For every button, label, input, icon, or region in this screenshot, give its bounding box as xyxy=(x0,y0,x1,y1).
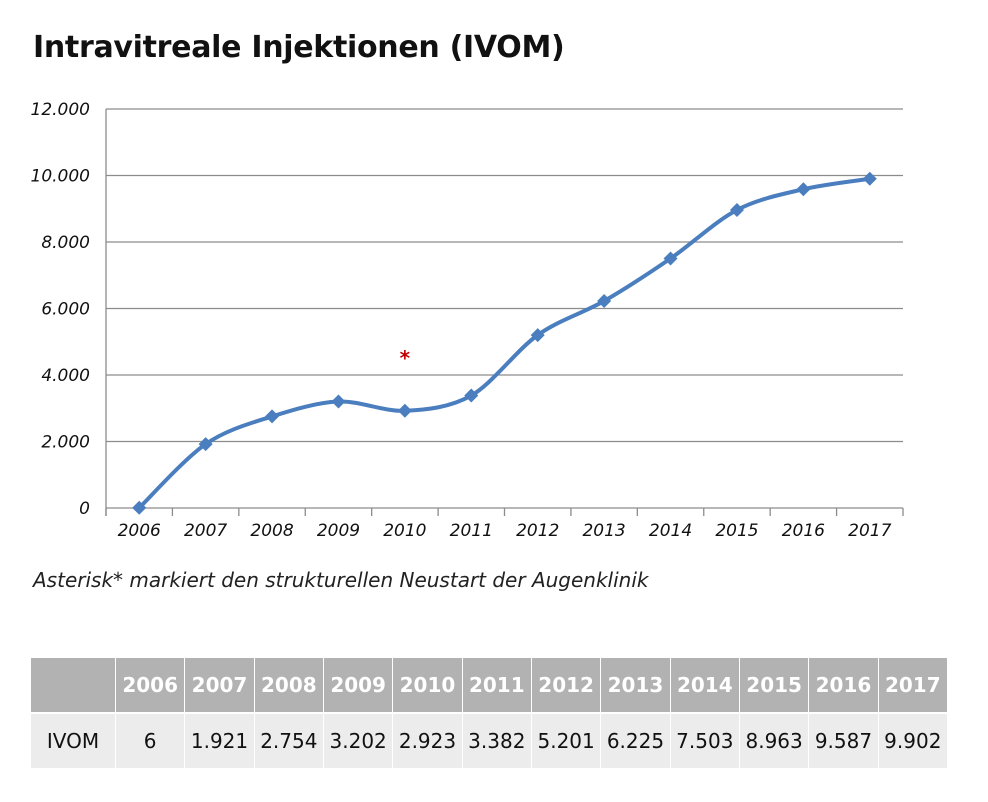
data-point-marker xyxy=(530,328,545,343)
table-cell: 3.202 xyxy=(323,712,393,768)
data-point-marker xyxy=(198,437,213,452)
table-cell: 2.754 xyxy=(254,712,323,768)
table-header-year: 2013 xyxy=(601,658,670,712)
data-point-marker xyxy=(464,388,479,403)
line-chart: 0 2.000 4.000 6.000 8.000 10.000 12.000 2006 200… xyxy=(31,100,904,541)
table-header-year: 2014 xyxy=(670,658,739,712)
table-cell: 1.921 xyxy=(185,712,254,768)
table-cell: 8.963 xyxy=(739,712,809,768)
table-header-year: 2007 xyxy=(185,658,254,712)
data-point-marker xyxy=(397,403,412,418)
table-cell: 6.225 xyxy=(601,712,670,768)
x-tick-label: 2013 xyxy=(582,521,625,541)
data-point-marker xyxy=(729,202,744,217)
y-tick-label: 0 xyxy=(79,499,90,519)
table-cell: 9.587 xyxy=(809,712,878,768)
series-layer xyxy=(132,171,877,515)
data-point-marker xyxy=(862,171,877,186)
table-header-year: 2017 xyxy=(878,658,947,712)
data-table: 2006 2007 2008 2009 2010 2011 2012 2013 2014 2015… xyxy=(30,658,948,768)
table-row-label: IVOM xyxy=(31,712,115,768)
x-tick-label: 2006 xyxy=(118,521,161,541)
series-line xyxy=(137,176,872,510)
x-tick-label: 2015 xyxy=(715,521,758,541)
table-cell: 2.923 xyxy=(393,712,462,768)
table-header-year: 2012 xyxy=(531,658,601,712)
table-header-year: 2009 xyxy=(323,658,393,712)
axis-layer: 0 2.000 4.000 6.000 8.000 10.000 12.000 2006 200… xyxy=(31,100,904,541)
table-header-row: 2006 2007 2008 2009 2010 2011 2012 2013 2014 2015… xyxy=(31,658,947,712)
x-tick-label: 2007 xyxy=(184,521,227,541)
data-point-marker xyxy=(597,294,612,309)
table-header-year: 2016 xyxy=(809,658,878,712)
chart-title: Intravitreale Injektionen (IVOM) xyxy=(33,30,565,65)
y-tick-label: 4.000 xyxy=(41,366,90,386)
x-tick-label: 2009 xyxy=(317,521,360,541)
table-corner-cell xyxy=(31,658,115,712)
x-tick-label: 2008 xyxy=(250,521,293,541)
table-cell: 3.382 xyxy=(462,712,531,768)
x-tick-label: 2010 xyxy=(383,521,426,541)
table-cell: 7.503 xyxy=(670,712,739,768)
y-tick-label: 10.000 xyxy=(31,167,90,187)
data-point-marker xyxy=(663,251,678,266)
table-header-year: 2011 xyxy=(462,658,531,712)
grid-layer xyxy=(106,108,903,443)
table-header-year: 2010 xyxy=(393,658,462,712)
footnote: Asterisk* markiert den strukturellen Neu… xyxy=(33,568,649,592)
y-tick-label: 12.000 xyxy=(31,100,90,120)
table-cell: 9.902 xyxy=(878,712,947,768)
x-tick-label: 2011 xyxy=(450,521,493,541)
x-tick-label: 2012 xyxy=(516,521,559,541)
y-tick-label: 6.000 xyxy=(41,300,90,320)
table-header-year: 2008 xyxy=(254,658,323,712)
table-header-year: 2006 xyxy=(116,658,185,712)
data-point-marker xyxy=(265,409,280,424)
table-row: IVOM 6 1.921 2.754 3.202 2.923 3.382 5.201 6.225… xyxy=(31,712,947,768)
table-header-year: 2015 xyxy=(739,658,809,712)
annotation-layer: * xyxy=(400,346,411,370)
y-tick-label: 8.000 xyxy=(41,233,90,253)
data-point-marker xyxy=(331,394,346,409)
table-cell: 6 xyxy=(116,712,185,768)
asterisk-annotation: * xyxy=(400,346,411,370)
data-point-marker xyxy=(132,500,147,515)
y-tick-label: 2.000 xyxy=(41,433,90,453)
table-cell: 5.201 xyxy=(531,712,601,768)
x-tick-label: 2014 xyxy=(649,521,692,541)
x-tick-label: 2017 xyxy=(848,521,891,541)
x-tick-label: 2016 xyxy=(782,521,825,541)
data-point-marker xyxy=(796,182,811,197)
